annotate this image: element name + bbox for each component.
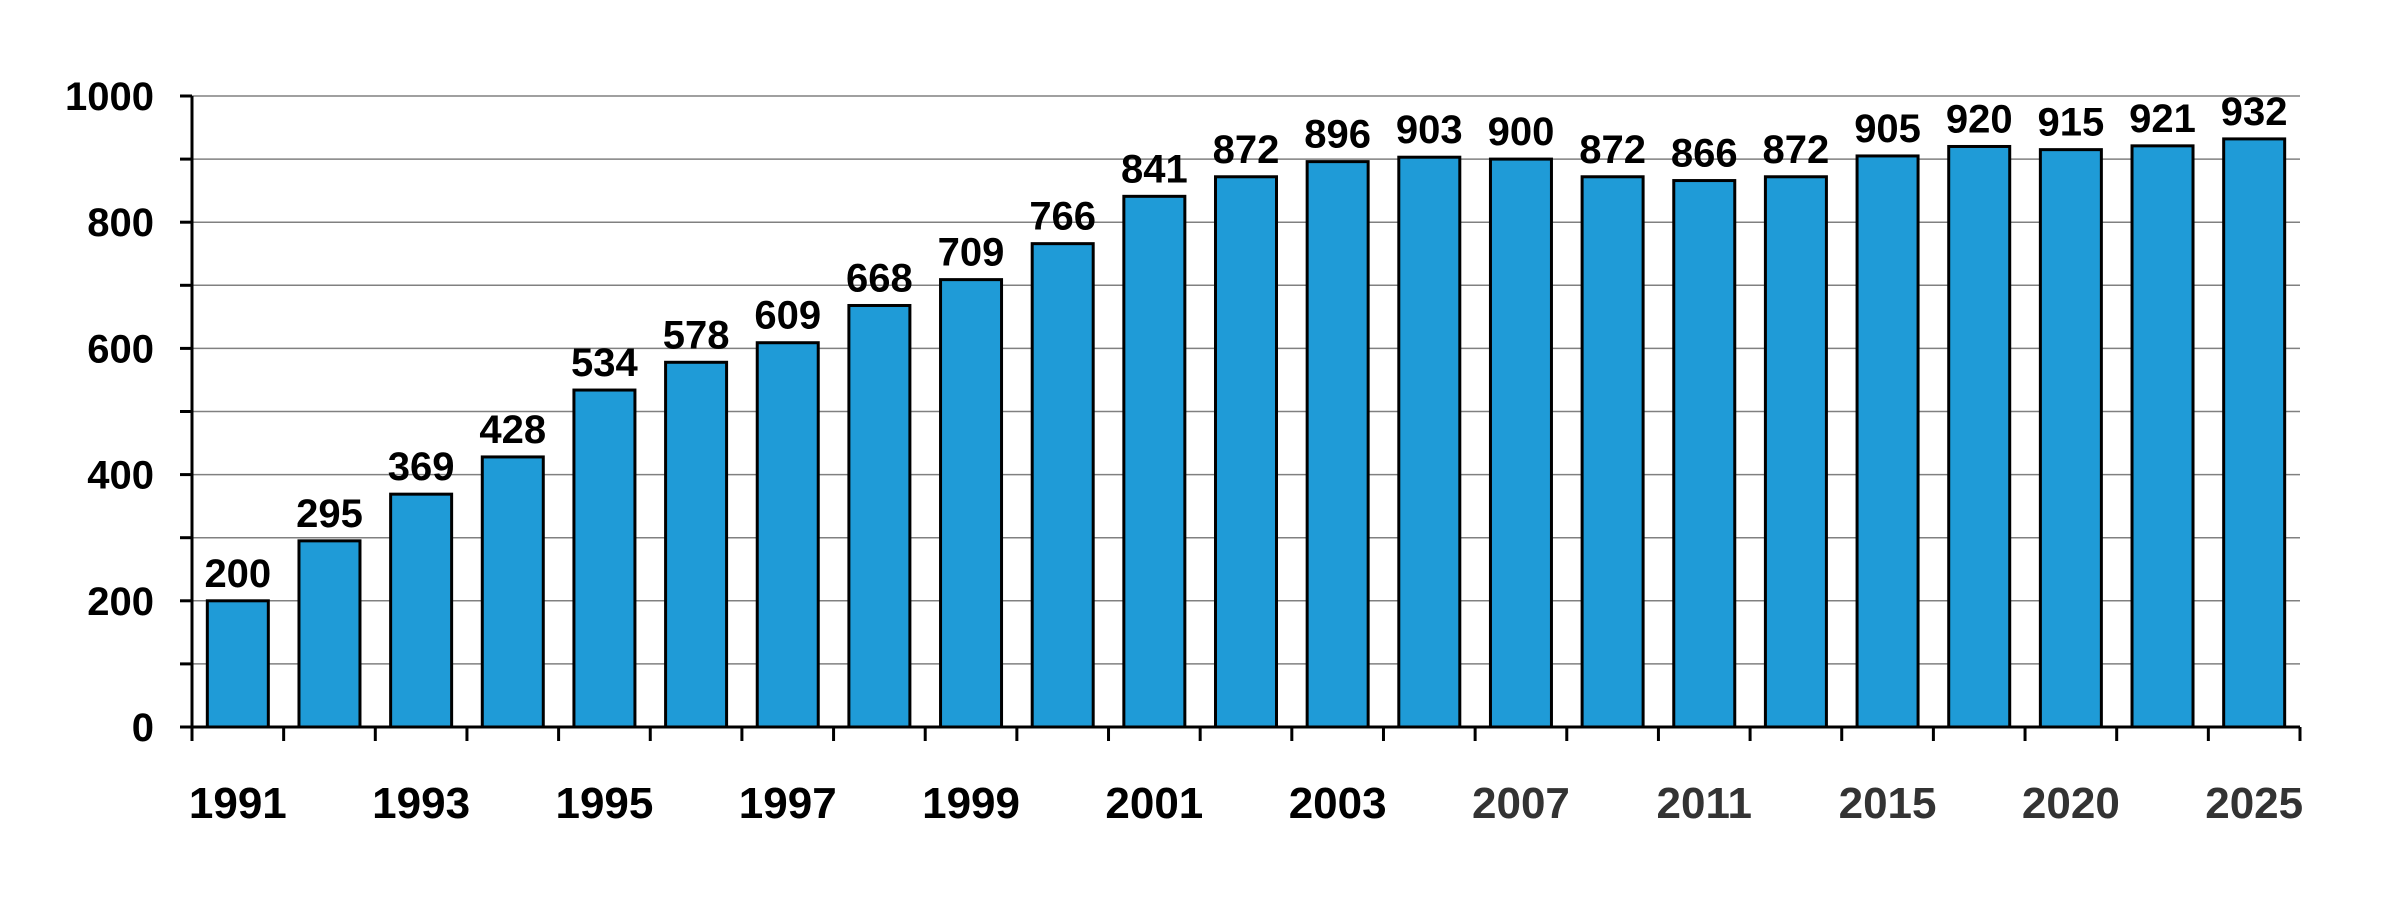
x-tick-label: 2007 — [1472, 779, 1570, 828]
data-label: 709 — [938, 231, 1005, 275]
y-tick-label: 200 — [87, 580, 154, 624]
x-tick-label: 1991 — [189, 779, 287, 828]
data-label: 872 — [1763, 128, 1830, 172]
bar — [847, 303, 912, 729]
bar — [1030, 242, 1095, 729]
bar — [1305, 160, 1370, 729]
bar — [1214, 175, 1278, 729]
x-tick-label: 1999 — [922, 779, 1020, 828]
data-label: 872 — [1579, 128, 1646, 172]
bar — [1122, 194, 1187, 729]
bar — [480, 455, 545, 729]
data-label: 915 — [2037, 101, 2104, 145]
bar — [2038, 148, 2103, 729]
x-tick-label: 1995 — [555, 779, 653, 828]
data-label: 428 — [479, 408, 546, 452]
data-label: 921 — [2129, 97, 2196, 141]
y-tick-label: 1000 — [65, 75, 154, 119]
data-label: 841 — [1121, 147, 1188, 191]
data-label: 920 — [1946, 97, 2013, 141]
data-label: 609 — [754, 294, 821, 338]
data-label: 932 — [2221, 90, 2288, 134]
bar — [572, 388, 637, 729]
data-label: 766 — [1029, 195, 1096, 239]
bar — [1763, 175, 1828, 729]
bar — [1947, 144, 2012, 729]
y-tick-label: 800 — [87, 201, 154, 245]
data-label: 866 — [1671, 132, 1738, 176]
bar — [1672, 179, 1737, 729]
data-label: 896 — [1304, 113, 1371, 157]
bar — [1397, 155, 1462, 729]
x-tick-label: 2003 — [1289, 779, 1387, 828]
x-tick-label: 2001 — [1105, 779, 1203, 828]
data-label: 872 — [1213, 128, 1280, 172]
data-label: 578 — [663, 313, 730, 357]
data-label: 295 — [296, 492, 363, 536]
x-tick-label: 2020 — [2022, 779, 2120, 828]
data-label: 900 — [1488, 110, 1555, 154]
bar — [1855, 154, 1920, 729]
bar — [1580, 175, 1645, 729]
bar — [2130, 144, 2195, 729]
x-tick-label: 2015 — [1839, 779, 1937, 828]
data-label: 903 — [1396, 108, 1463, 152]
bar — [1488, 157, 1553, 729]
bar — [389, 492, 454, 729]
y-tick-label: 400 — [87, 454, 154, 498]
data-label: 905 — [1854, 107, 1921, 151]
x-tick-label: 1997 — [739, 779, 837, 828]
x-tick-label: 1993 — [372, 779, 470, 828]
data-label: 668 — [846, 256, 913, 300]
bar — [2222, 137, 2287, 729]
data-label: 200 — [204, 552, 271, 596]
x-tick-label: 2025 — [2205, 779, 2303, 828]
x-tick-label: 2011 — [1657, 779, 1752, 828]
data-label: 534 — [571, 341, 638, 385]
bar — [939, 278, 1004, 729]
bar — [664, 360, 729, 729]
y-tick-label: 0 — [132, 706, 154, 750]
bar — [755, 341, 820, 729]
bar — [205, 599, 270, 729]
data-label: 369 — [388, 445, 455, 489]
bar — [297, 539, 362, 729]
y-tick-label: 600 — [87, 327, 154, 371]
